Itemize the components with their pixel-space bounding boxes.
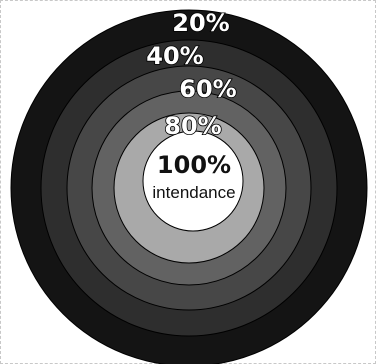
ring-60-label: 60% (179, 75, 236, 103)
center-core (142, 130, 244, 232)
ring-20-label: 20% (172, 9, 229, 37)
center-label: 100% (157, 151, 231, 179)
center-caption: intendance (152, 183, 235, 202)
ring-40-label: 40% (146, 42, 203, 70)
ring-80-label: 80% (164, 112, 221, 140)
